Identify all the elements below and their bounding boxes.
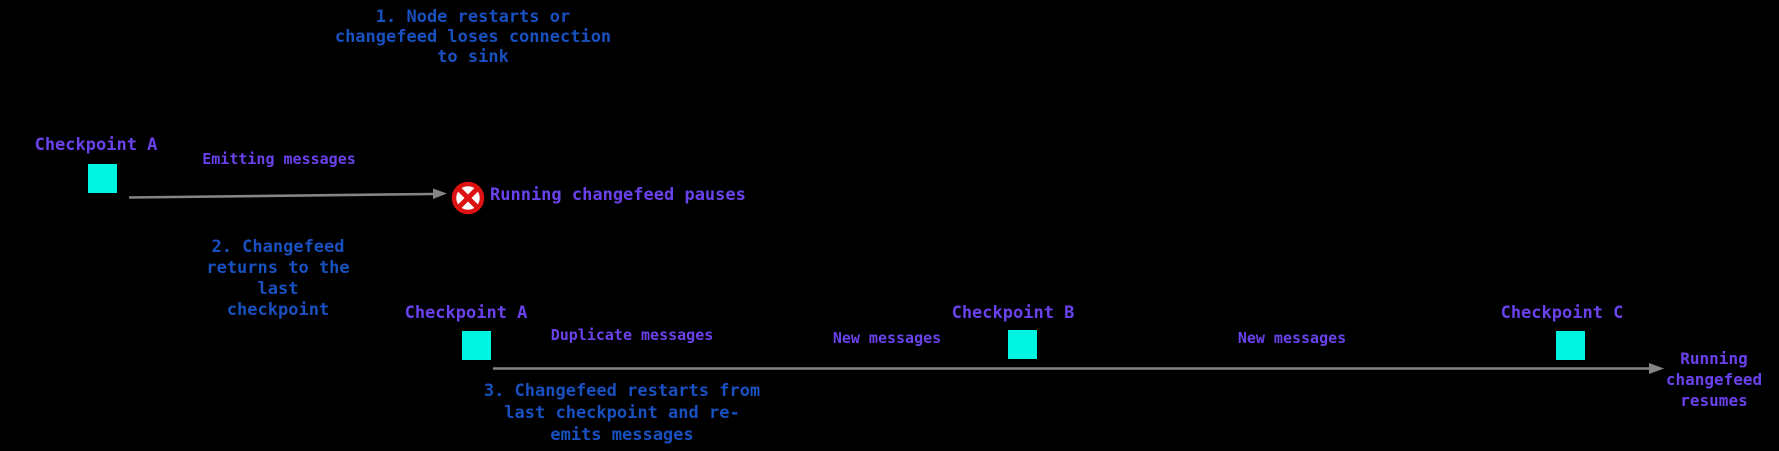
checkpoint-a-marker-timeline2 (462, 331, 491, 360)
emitting-messages-label: Emitting messages (202, 150, 356, 168)
checkpoint-a-label-timeline1: Checkpoint A (34, 135, 158, 155)
checkpoint-b-label: Checkpoint B (951, 303, 1075, 323)
checkpoint-b-marker (1008, 330, 1037, 359)
note-step1: 1. Node restarts or changefeed loses con… (334, 7, 612, 67)
cancel-x-circle-icon (451, 181, 485, 215)
checkpoint-c-label: Checkpoint C (1500, 303, 1624, 323)
checkpoint-a-label-timeline2: Checkpoint A (404, 303, 528, 323)
running-changefeed-pauses-label: Running changefeed pauses (490, 185, 746, 205)
checkpoint-c-marker (1556, 331, 1585, 360)
new-messages-label-2: New messages (1237, 329, 1347, 347)
timeline2-arrow (493, 363, 1664, 374)
checkpoint-a-marker-timeline1 (88, 164, 117, 193)
note-step3: 3. Changefeed restarts from last checkpo… (483, 381, 761, 445)
arrow-right-icon (433, 188, 447, 199)
new-messages-label-1: New messages (832, 329, 942, 347)
note-step2: 2. Changefeed returns to the last checkp… (206, 237, 350, 320)
arrow-right-icon (1649, 363, 1664, 374)
duplicate-messages-label: Duplicate messages (550, 326, 714, 344)
running-changefeed-resumes-label: Running changefeed resumes (1665, 349, 1763, 410)
timeline1-arrow (128, 188, 447, 199)
